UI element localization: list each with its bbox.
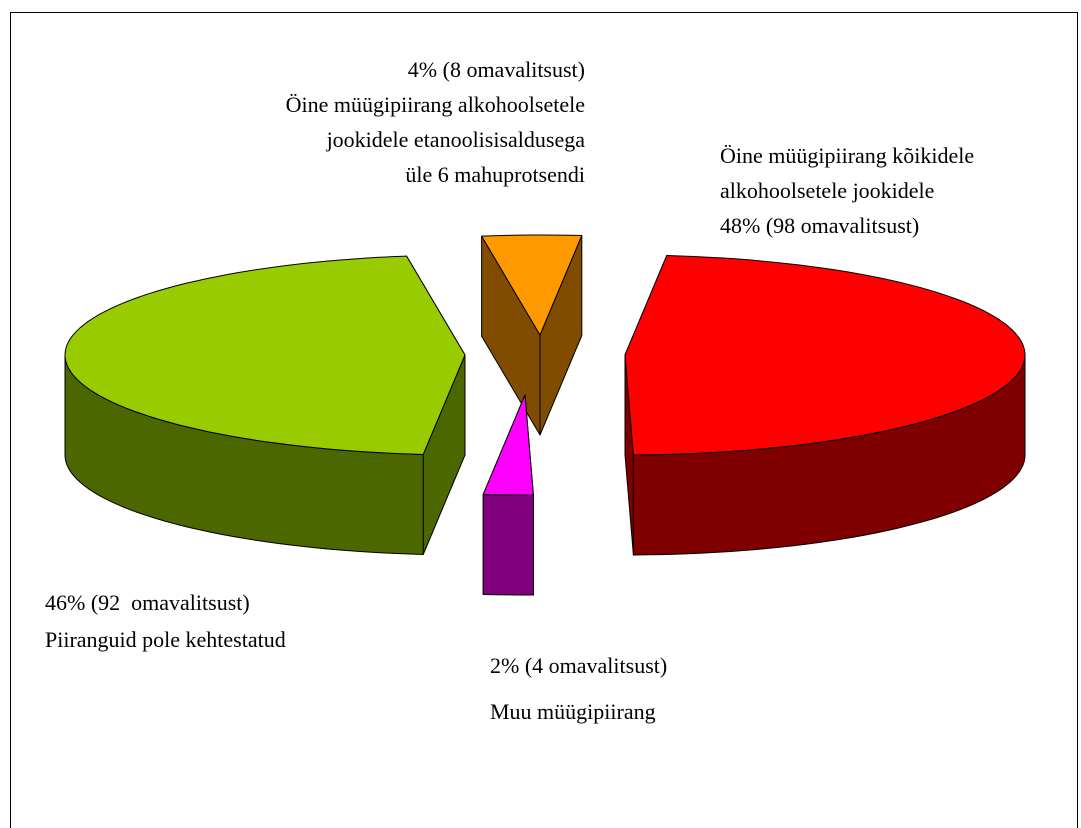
slice-name: Muu müügipiirang (490, 699, 656, 724)
slice-name: Öine müügipiirang alkohoolsetele (286, 92, 585, 117)
slice-top (624, 255, 1026, 456)
slice-name: jookidele etanoolisisaldusega (326, 127, 586, 152)
slice-name: üle 6 mahuprotsendi (405, 162, 585, 187)
slice-name: Öine müügipiirang kõikidele (720, 143, 974, 168)
value-label: 4% (8 omavalitsust) (408, 57, 585, 82)
value-label: 46% (92 omavalitsust) (45, 590, 250, 615)
slice-top (64, 255, 466, 455)
slice-side (482, 494, 534, 596)
value-label: 48% (98 omavalitsust) (720, 213, 919, 238)
slice-name: alkohoolsetele jookidele (720, 178, 934, 203)
slice-top (482, 394, 534, 496)
slice-top (481, 234, 583, 336)
slice-name: Piiranguid pole kehtestatud (45, 627, 286, 652)
value-label: 2% (4 omavalitsust) (490, 653, 667, 678)
